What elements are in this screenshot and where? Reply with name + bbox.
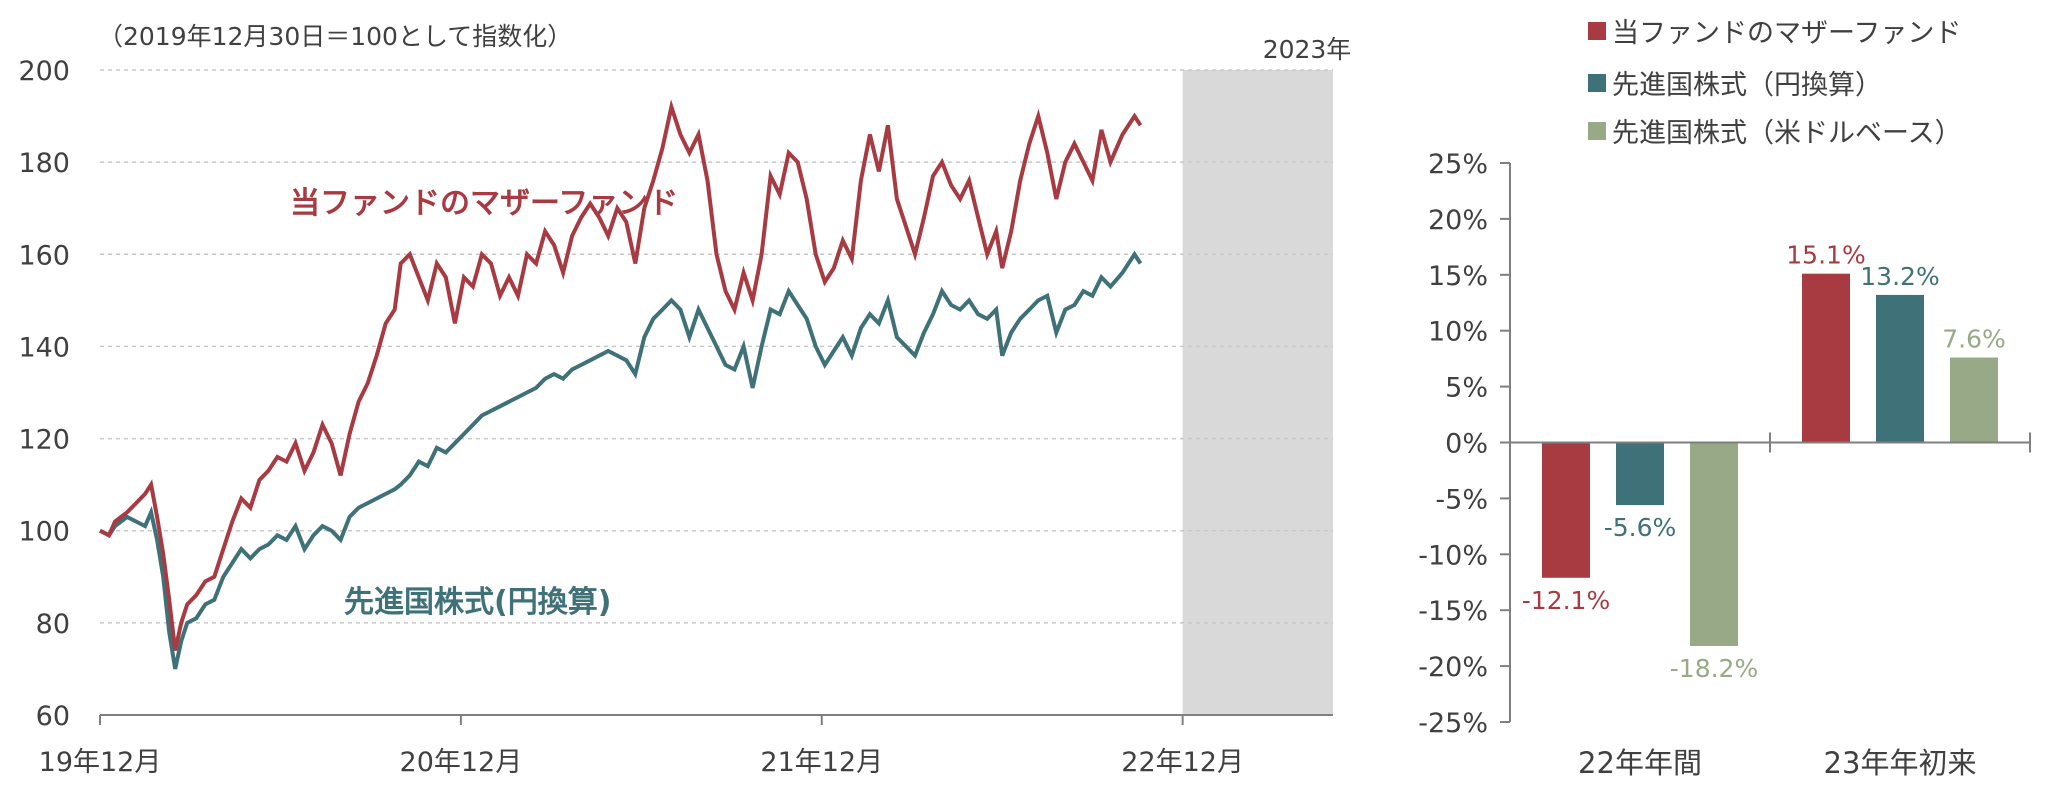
x-tick-label: 21年12月: [760, 747, 883, 778]
legend-label-developed-usd: 先進国株式（米ドルベース）: [1612, 118, 1962, 149]
line-chart: 60 80 100 120 140 160 180 200 19年12月 20年12月 21年12…: [18, 22, 1351, 778]
bar-categories: 22年年間 23年年初来: [1578, 746, 1976, 780]
y-tick-label: 200: [18, 56, 70, 87]
bars: [1542, 273, 1998, 646]
bar-y-tick-label: 10%: [1428, 317, 1488, 348]
y-tick-label: 140: [18, 332, 70, 363]
series-line-developed-yen: [99, 250, 1143, 670]
y-tick-label: 120: [18, 425, 70, 456]
bar-axes: [1500, 162, 2031, 723]
y-tick-label: 180: [18, 148, 70, 179]
x-axis-ticks: 19年12月 20年12月 21年12月 22年12月: [39, 715, 1244, 778]
bar: [1616, 442, 1664, 506]
shaded-region-label: 2023年: [1263, 35, 1352, 64]
legend-swatch-fund: [1588, 22, 1606, 40]
bar-data-label: 15.1%: [1786, 241, 1865, 270]
bar-data-label: 7.6%: [1942, 325, 2006, 354]
bar-data-label: -18.2%: [1670, 654, 1758, 683]
series-label-developed-yen: 先進国株式(円換算): [344, 585, 611, 620]
legend-swatch-developed-usd: [1588, 122, 1606, 140]
bar-data-labels: -12.1% -5.6% -18.2% 15.1%13.2% 7.6%: [1522, 241, 2006, 683]
bar-y-tick-label: -10%: [1418, 540, 1488, 571]
x-tick-label: 19年12月: [39, 747, 162, 778]
index-note: （2019年12月30日＝100として指数化）: [98, 22, 572, 51]
y-tick-label: 100: [18, 517, 70, 548]
bar-data-label: -5.6%: [1604, 513, 1677, 542]
x-tick-label: 20年12月: [400, 747, 523, 778]
bar: [1542, 442, 1590, 578]
bar: [1802, 273, 1850, 443]
shaded-region-2023: [1182, 70, 1333, 715]
bar-y-tick-label: -25%: [1418, 708, 1488, 739]
legend-swatch-developed-yen: [1588, 74, 1606, 92]
bar-y-tick-label: 25%: [1428, 149, 1488, 180]
legend: 当ファンドのマザーファンド 先進国株式（円換算） 先進国株式（米ドルベース）: [1588, 18, 1962, 149]
y-axis-ticks: 60 80 100 120 140 160 180 200: [18, 56, 70, 732]
bar-y-tick-label: -15%: [1418, 596, 1488, 627]
bar-y-tick-label: 0%: [1445, 429, 1488, 460]
series-line-fund: [99, 99, 1143, 651]
bar-y-tick-label: 5%: [1445, 373, 1488, 404]
bar: [1950, 357, 1998, 443]
bar: [1876, 294, 1924, 443]
y-tick-label: 60: [36, 701, 70, 732]
bar-y-tick-label: 15%: [1428, 261, 1488, 292]
x-tick-label: 22年12月: [1121, 747, 1244, 778]
legend-label-developed-yen: 先進国株式（円換算）: [1612, 70, 1882, 101]
bar-y-axis-ticks: 25% 20% 15% 10% 5% 0% -5% -10% -15% -20% -25%: [1418, 149, 1488, 739]
bar-data-label: 13.2%: [1860, 262, 1939, 291]
bar-chart: 当ファンドのマザーファンド 先進国株式（円換算） 先進国株式（米ドルベース） 2…: [1418, 18, 2031, 780]
series-label-fund: 当ファンドのマザーファンド: [290, 186, 678, 221]
bar-y-tick-label: 20%: [1428, 205, 1488, 236]
y-tick-label: 160: [18, 240, 70, 271]
bar: [1690, 442, 1738, 646]
bar-y-tick-label: -20%: [1418, 652, 1488, 683]
legend-label-fund: 当ファンドのマザーファンド: [1612, 18, 1961, 49]
bar-data-label: -12.1%: [1522, 586, 1610, 615]
bar-y-tick-label: -5%: [1435, 484, 1488, 515]
bar-category-label: 22年年間: [1578, 746, 1702, 780]
y-tick-label: 80: [36, 609, 70, 640]
bar-category-label: 23年年初来: [1824, 746, 1977, 780]
